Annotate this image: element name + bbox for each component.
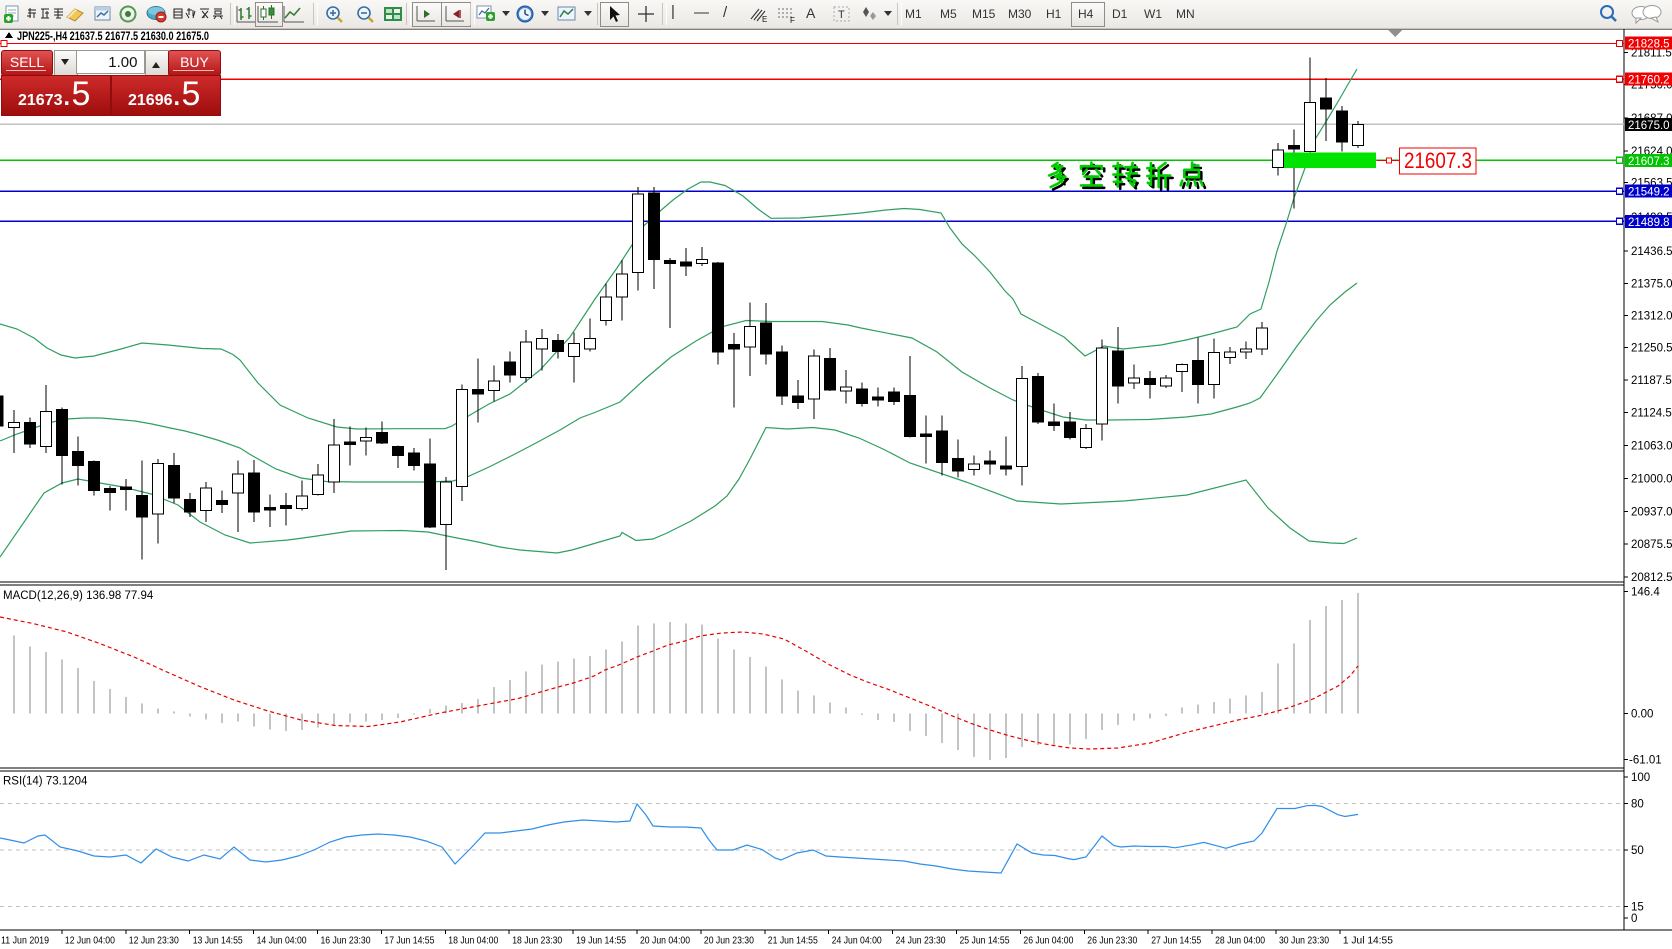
svg-text:18 Jun 04:00: 18 Jun 04:00 bbox=[448, 935, 498, 947]
svg-text:13 Jun 14:55: 13 Jun 14:55 bbox=[193, 935, 243, 947]
svg-text:21 Jun 14:55: 21 Jun 14:55 bbox=[768, 935, 818, 947]
svg-text:12 Jun 23:30: 12 Jun 23:30 bbox=[129, 935, 179, 947]
svg-text:24 Jun 23:30: 24 Jun 23:30 bbox=[896, 935, 946, 947]
svg-text:20812.5: 20812.5 bbox=[1631, 572, 1672, 584]
svg-text:0: 0 bbox=[1631, 913, 1637, 925]
svg-text:18 Jun 23:30: 18 Jun 23:30 bbox=[512, 935, 562, 947]
svg-text:14 Jun 04:00: 14 Jun 04:00 bbox=[257, 935, 307, 947]
svg-text:21187.5: 21187.5 bbox=[1631, 375, 1672, 387]
svg-text:0.00: 0.00 bbox=[1631, 708, 1653, 720]
svg-text:21375.0: 21375.0 bbox=[1631, 279, 1672, 291]
svg-text:-61.01: -61.01 bbox=[1629, 754, 1662, 766]
svg-text:21312.0: 21312.0 bbox=[1631, 311, 1672, 323]
svg-text:24 Jun 04:00: 24 Jun 04:00 bbox=[832, 935, 882, 947]
svg-text:RSI(14) 73.1204: RSI(14) 73.1204 bbox=[3, 776, 88, 788]
svg-text:F: F bbox=[790, 16, 795, 25]
svg-text:21549.2: 21549.2 bbox=[1628, 187, 1670, 199]
svg-text:20875.5: 20875.5 bbox=[1631, 539, 1672, 551]
svg-text:1 Jul 14:55: 1 Jul 14:55 bbox=[1343, 935, 1393, 947]
svg-text:21607.3: 21607.3 bbox=[1404, 148, 1472, 173]
svg-text:T: T bbox=[838, 9, 845, 21]
svg-text:20 Jun 23:30: 20 Jun 23:30 bbox=[704, 935, 754, 947]
svg-text:25 Jun 14:55: 25 Jun 14:55 bbox=[960, 935, 1010, 947]
svg-text:30 Jun 23:30: 30 Jun 23:30 bbox=[1279, 935, 1329, 947]
svg-text:21063.0: 21063.0 bbox=[1631, 440, 1672, 452]
svg-text:21675.0: 21675.0 bbox=[1628, 120, 1670, 132]
svg-text:12 Jun 04:00: 12 Jun 04:00 bbox=[65, 935, 115, 947]
svg-text:28 Jun 04:00: 28 Jun 04:00 bbox=[1215, 935, 1265, 947]
svg-text:19 Jun 14:55: 19 Jun 14:55 bbox=[576, 935, 626, 947]
svg-text:MACD(12,26,9) 136.98 77.94: MACD(12,26,9) 136.98 77.94 bbox=[3, 590, 154, 602]
svg-text:21811.5: 21811.5 bbox=[1631, 47, 1672, 59]
svg-text:11 Jun 2019: 11 Jun 2019 bbox=[1, 935, 49, 947]
svg-text:26 Jun 04:00: 26 Jun 04:00 bbox=[1023, 935, 1073, 947]
svg-text:16 Jun 23:30: 16 Jun 23:30 bbox=[321, 935, 371, 947]
svg-text:15: 15 bbox=[1631, 901, 1644, 913]
svg-text:21250.5: 21250.5 bbox=[1631, 343, 1672, 355]
svg-text:21760.2: 21760.2 bbox=[1628, 75, 1670, 87]
svg-text:27 Jun 14:55: 27 Jun 14:55 bbox=[1151, 935, 1201, 947]
svg-text:146.4: 146.4 bbox=[1631, 587, 1660, 599]
svg-text:20 Jun 04:00: 20 Jun 04:00 bbox=[640, 935, 690, 947]
svg-text:26 Jun 23:30: 26 Jun 23:30 bbox=[1087, 935, 1137, 947]
svg-text:80: 80 bbox=[1631, 799, 1644, 811]
svg-text:21124.5: 21124.5 bbox=[1631, 408, 1672, 420]
svg-text:21489.8: 21489.8 bbox=[1628, 217, 1670, 229]
svg-text:21828.5: 21828.5 bbox=[1628, 39, 1670, 51]
svg-text:100: 100 bbox=[1631, 772, 1650, 784]
svg-text:E: E bbox=[762, 15, 767, 24]
svg-text:21607.3: 21607.3 bbox=[1628, 156, 1670, 168]
svg-text:21436.5: 21436.5 bbox=[1631, 246, 1672, 258]
svg-text:20937.0: 20937.0 bbox=[1631, 507, 1672, 519]
svg-text:JPN225-,H4 21637.5 21677.5 21: JPN225-,H4 21637.5 21677.5 21630.0 21675… bbox=[17, 31, 209, 43]
svg-text:21000.0: 21000.0 bbox=[1631, 474, 1672, 486]
svg-text:17 Jun 14:55: 17 Jun 14:55 bbox=[384, 935, 434, 947]
svg-text:50: 50 bbox=[1631, 845, 1644, 857]
